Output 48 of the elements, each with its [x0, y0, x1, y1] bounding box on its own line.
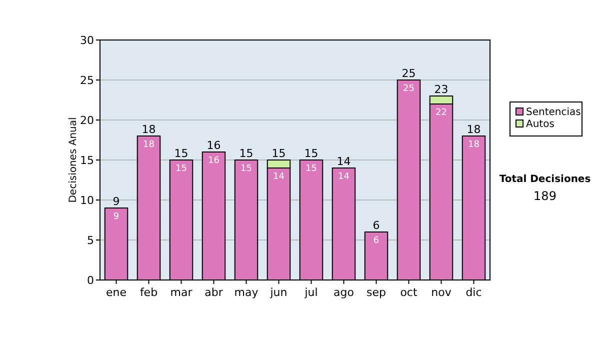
total-label: 18 [466, 123, 481, 136]
y-tick-label: 25 [80, 74, 94, 87]
total-label: 18 [142, 123, 156, 136]
data-label: 15 [306, 164, 317, 174]
x-tick-label: feb [140, 286, 158, 299]
data-label: 16 [208, 156, 220, 166]
total-label: 15 [174, 147, 188, 160]
total-label: 15 [272, 147, 286, 160]
data-label: 14 [273, 172, 285, 182]
x-tick-label: mar [170, 286, 193, 299]
total-label: 25 [402, 67, 416, 80]
data-label: 15 [240, 164, 252, 174]
x-tick-label: ago [334, 286, 354, 299]
total-label: 16 [206, 139, 221, 152]
y-axis-title: Decisiones Anual [68, 117, 79, 203]
y-tick-label: 20 [80, 114, 94, 127]
total-label: 6 [372, 219, 380, 232]
total-label: 15 [304, 147, 318, 160]
x-tick-label: oct [400, 286, 418, 299]
legend-label: Sentencias [526, 107, 581, 118]
x-tick-label: may [234, 286, 259, 299]
total-label: 14 [336, 155, 351, 168]
y-tick-label: 5 [87, 234, 94, 247]
total-label: 15 [239, 147, 254, 160]
total-label: 23 [434, 83, 448, 96]
text: Total Decisiones [499, 174, 591, 185]
data-label: 15 [176, 164, 187, 174]
x-tick-label: nov [431, 286, 452, 299]
y-tick-label: 15 [80, 154, 94, 167]
x-tick-label: ene [106, 286, 127, 299]
y-tick-label: 30 [80, 34, 94, 47]
data-label: 18 [143, 140, 155, 150]
data-label: 18 [468, 140, 480, 150]
x-tick-label: jul [304, 286, 318, 299]
data-label: 22 [436, 108, 447, 118]
x-tick-label: jun [269, 286, 288, 299]
x-tick-label: sep [366, 286, 386, 299]
y-tick-label: 0 [87, 274, 94, 287]
data-label: 14 [338, 172, 350, 182]
x-tick-label: dic [466, 286, 482, 299]
legend-label: Autos [526, 119, 554, 130]
data-label: 25 [403, 84, 414, 94]
x-tick-label: abr [204, 286, 224, 299]
data-label: 6 [373, 236, 380, 246]
text: 189 [534, 189, 556, 203]
data-label: 9 [113, 212, 120, 222]
y-tick-label: 10 [80, 194, 94, 207]
total-label: 9 [112, 195, 120, 208]
